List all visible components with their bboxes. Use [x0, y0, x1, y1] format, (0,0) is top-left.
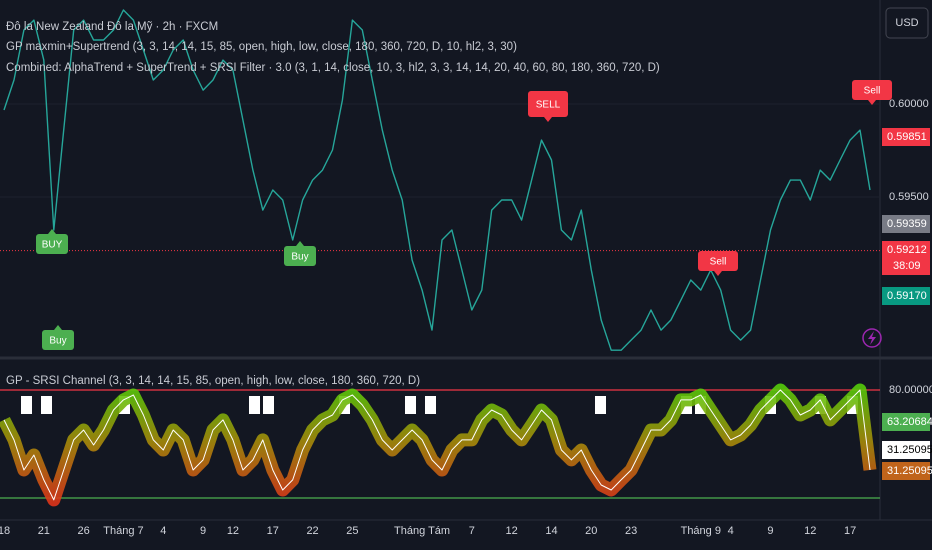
value-box — [882, 441, 930, 459]
countdown-label: 38:09 — [893, 260, 921, 272]
price-box-label: 0.59851 — [887, 131, 927, 143]
price-box-label: 0.59170 — [887, 290, 927, 302]
y-tick-label: 80.00000 — [889, 384, 932, 396]
x-tick-label: 18 — [0, 525, 10, 537]
signal-label: BUY — [42, 240, 63, 251]
price-box-label: 0.59359 — [887, 218, 927, 230]
price-box — [882, 241, 930, 275]
value-box-label: 31.25095 — [887, 465, 932, 477]
x-tick-label: 26 — [78, 525, 90, 537]
indicator-label: Combined: AlphaTrend + SuperTrend + SRSI… — [6, 62, 660, 74]
price-box — [882, 215, 930, 233]
signal-marker — [41, 396, 52, 414]
x-tick-label: Tháng Tám — [394, 525, 450, 537]
alert-icon[interactable] — [862, 328, 882, 348]
x-tick-label: 23 — [625, 525, 637, 537]
x-tick-label: 9 — [200, 525, 206, 537]
alert-bolt — [868, 331, 876, 345]
x-tick-label: 17 — [267, 525, 279, 537]
y-tick-label: 0.59500 — [889, 191, 929, 203]
signal-box — [528, 91, 568, 117]
signal-label: SELL — [536, 100, 561, 111]
x-tick-label: 7 — [469, 525, 475, 537]
value-box — [882, 413, 930, 431]
signal-marker — [263, 396, 274, 414]
currency-button[interactable] — [885, 7, 929, 39]
signal-label: Buy — [291, 252, 308, 263]
signal-marker — [405, 396, 416, 414]
signal-pointer — [296, 241, 304, 246]
symbol-title: Đô la New Zealand Đô la Mỹ · 2h · FXCM — [6, 21, 218, 33]
x-tick-label: Tháng 9 — [681, 525, 721, 537]
signal-marker — [249, 396, 260, 414]
y-tick-label: 0.60000 — [889, 98, 929, 110]
signal-pointer — [54, 325, 62, 330]
x-tick-label: 14 — [545, 525, 557, 537]
signal-label: Sell — [710, 257, 727, 268]
x-tick-label: 20 — [585, 525, 597, 537]
price-box — [882, 287, 930, 305]
x-tick-label: 12 — [804, 525, 816, 537]
x-tick-label: 9 — [767, 525, 773, 537]
value-box-label: 31.25095 — [887, 444, 932, 456]
signal-label: Buy — [49, 336, 66, 347]
indicator-label: GP maxmin+Supertrend (3, 3, 14, 14, 15, … — [6, 41, 517, 53]
x-tick-label: 25 — [346, 525, 358, 537]
signal-marker — [425, 396, 436, 414]
indicator-label: GP - SRSI Channel (3, 3, 14, 14, 15, 85,… — [6, 375, 420, 387]
price-box-label: 0.59212 — [887, 244, 927, 256]
signal-pointer — [868, 100, 876, 105]
currency-label[interactable]: USD — [895, 17, 918, 29]
signal-pointer — [48, 229, 56, 234]
x-tick-label: 12 — [506, 525, 518, 537]
x-tick-label: 4 — [160, 525, 166, 537]
x-tick-label: 22 — [306, 525, 318, 537]
signal-marker — [21, 396, 32, 414]
signal-box — [852, 80, 892, 100]
x-tick-label: 21 — [38, 525, 50, 537]
x-tick-label: Tháng 7 — [103, 525, 143, 537]
value-box — [882, 462, 930, 480]
x-tick-label: 12 — [227, 525, 239, 537]
signal-box — [284, 246, 316, 266]
signal-label: Sell — [864, 86, 881, 97]
x-tick-label: 17 — [844, 525, 856, 537]
signal-pointer — [714, 271, 722, 276]
price-box — [882, 128, 930, 146]
signal-box — [42, 330, 74, 350]
signal-pointer — [544, 117, 552, 122]
series-line — [3, 9, 871, 351]
value-box-label: 63.20684 — [887, 416, 932, 428]
series-line — [3, 389, 871, 501]
signal-box — [698, 251, 738, 271]
signal-marker — [595, 396, 606, 414]
x-tick-label: 4 — [728, 525, 734, 537]
signal-box — [36, 234, 68, 254]
